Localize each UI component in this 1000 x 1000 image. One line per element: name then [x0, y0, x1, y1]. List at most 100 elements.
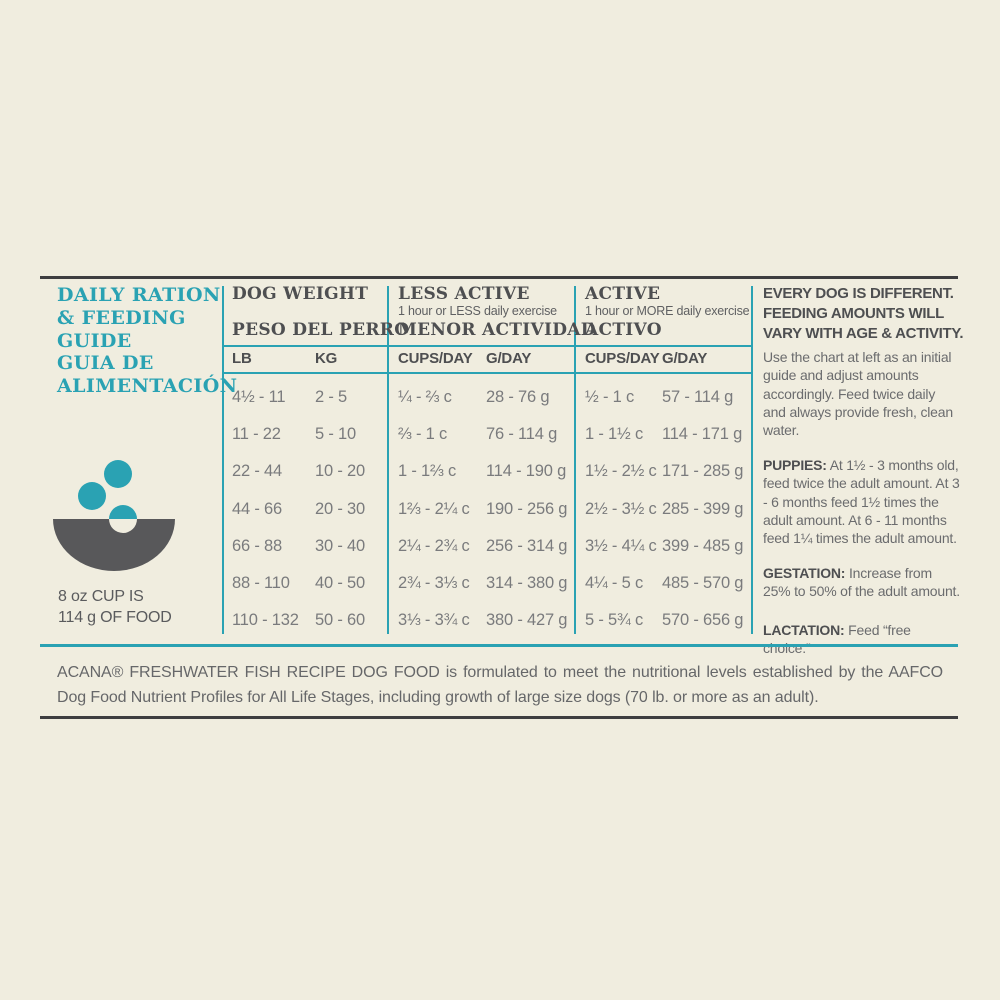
- guide-title-line: GUIDE: [57, 330, 132, 352]
- notes-heading-line: FEEDING AMOUNTS WILL: [763, 305, 944, 322]
- table-horizontal-divider: [222, 372, 753, 374]
- table-cell: 256 - 314 g: [486, 536, 568, 555]
- aafco-statement: ACANA® FRESHWATER FISH RECIPE DOG FOOD i…: [57, 664, 943, 706]
- notes-puppies: PUPPIES: At 1½ - 3 months old, feed twic…: [763, 456, 960, 547]
- table-cell: 114 - 171 g: [662, 425, 743, 444]
- table-cell: 66 - 88: [232, 536, 282, 555]
- notes-gestation: GESTATION: Increase from 25% to 50% of t…: [763, 564, 960, 601]
- cup-note-line: 114 g OF FOOD: [58, 609, 172, 626]
- group-subtitle: 1 hour or MORE daily exercise: [585, 304, 750, 318]
- group-subtitle: 1 hour or LESS daily exercise: [398, 304, 557, 318]
- notes-label: GESTATION:: [763, 565, 846, 581]
- guide-title-line: DAILY RATION: [57, 284, 221, 306]
- table-cell: 399 - 485 g: [662, 536, 744, 555]
- group-title: ACTIVE: [585, 284, 661, 304]
- group-title-es: ACTIVO: [585, 320, 662, 340]
- column-active-cups: ½ - 1 c 1 - 1½ c 1½ - 2½ c 2½ - 3½ c 3½ …: [585, 379, 661, 639]
- column-lb: 4½ - 11 11 - 22 22 - 44 44 - 66 66 - 88 …: [232, 379, 315, 639]
- table-cell: 1 - 1½ c: [585, 425, 644, 444]
- column-header-active-cups: CUPS/DAY: [585, 350, 660, 367]
- column-header-lb: LB: [232, 350, 252, 367]
- table-cell: 5 - 5¾ c: [585, 611, 644, 630]
- table-cell: 114 - 190 g: [486, 462, 567, 481]
- mid-divider: [40, 644, 958, 647]
- guide-title-en: DAILY RATION & FEEDING GUIDE: [57, 284, 221, 353]
- guide-title-line: GUIA DE: [57, 352, 154, 374]
- table-cell: 28 - 76 g: [486, 388, 550, 406]
- table-cell: 314 - 380 g: [486, 573, 568, 592]
- notes-lactation: LACTATION: Feed “free choice.”: [763, 621, 960, 658]
- notes-panel: EVERY DOG IS DIFFERENT. FEEDING AMOUNTS …: [763, 284, 964, 656]
- table-cell: 10 - 20: [315, 462, 365, 481]
- column-less-active-grams: 28 - 76 g 76 - 114 g 114 - 190 g 190 - 2…: [486, 379, 572, 639]
- column-less-active-cups: ¼ - ⅔ c ⅔ - 1 c 1 - 1⅔ c 1⅔ - 2¼ c 2¼ - …: [398, 379, 484, 639]
- table-cell: 110 - 132: [232, 611, 299, 630]
- table-cell: 3½ - 4¼ c: [585, 536, 657, 555]
- group-title-es: PESO DEL PERRO: [232, 320, 410, 340]
- top-divider: [40, 276, 958, 279]
- table-cell: 40 - 50: [315, 573, 365, 592]
- table-cell: 30 - 40: [315, 536, 365, 555]
- table-vertical-divider: [222, 286, 224, 634]
- notes-heading-line: VARY WITH AGE & ACTIVITY.: [763, 325, 964, 342]
- column-kg: 2 - 5 5 - 10 10 - 20 20 - 30 30 - 40 40 …: [315, 379, 385, 639]
- bottom-divider: [40, 716, 958, 719]
- table-cell: 50 - 60: [315, 611, 365, 630]
- kibble-dot: [109, 505, 137, 519]
- table-horizontal-divider: [222, 345, 753, 347]
- table-cell: 4½ - 11: [232, 388, 286, 406]
- table-cell: 285 - 399 g: [662, 499, 744, 518]
- guide-title-line: ALIMENTACIÓN: [57, 375, 238, 397]
- table-cell: 20 - 30: [315, 499, 365, 518]
- table-cell: 11 - 22: [232, 425, 281, 444]
- table-cell: 44 - 66: [232, 499, 282, 518]
- column-header-active-g: G/DAY: [662, 350, 708, 367]
- group-title: LESS ACTIVE: [398, 284, 530, 304]
- table-cell: 190 - 256 g: [486, 499, 568, 518]
- table-cell: 570 - 656 g: [662, 611, 744, 630]
- table-cell: ¼ - ⅔ c: [398, 388, 452, 406]
- group-title-es: MENOR ACTIVIDAD: [398, 320, 596, 340]
- table-vertical-divider: [387, 286, 389, 634]
- table-cell: 2 - 5: [315, 388, 348, 406]
- kibble-dot: [104, 460, 132, 488]
- table-cell: ½ - 1 c: [585, 388, 635, 406]
- column-header-less-cups: CUPS/DAY: [398, 350, 473, 367]
- table-cell: 88 - 110: [232, 573, 290, 592]
- notes-intro: Use the chart at left as an initial guid…: [763, 349, 953, 439]
- table-vertical-divider: [574, 286, 576, 634]
- table-cell: 4¼ - 5 c: [585, 573, 644, 592]
- table-cell: 380 - 427 g: [486, 611, 568, 630]
- table-cell: 76 - 114 g: [486, 425, 558, 444]
- kibble-dot: [78, 482, 106, 510]
- table-cell: 171 - 285 g: [662, 462, 744, 481]
- bowl-shape: [53, 519, 175, 571]
- notes-label: PUPPIES:: [763, 457, 827, 473]
- group-title: DOG WEIGHT: [232, 284, 369, 304]
- kibble-bowl-icon: [53, 460, 175, 571]
- table-vertical-divider: [751, 286, 753, 634]
- table-cell: 1 - 1⅔ c: [398, 462, 457, 481]
- column-active-grams: 57 - 114 g 114 - 171 g 171 - 285 g 285 -…: [662, 379, 750, 639]
- table-cell: ⅔ - 1 c: [398, 425, 448, 444]
- notes-heading-line: EVERY DOG IS DIFFERENT.: [763, 285, 954, 302]
- table-cell: 22 - 44: [232, 462, 282, 481]
- notes-text: At 1½ - 3 months old, feed twice the adu…: [763, 457, 960, 547]
- notes-label: LACTATION:: [763, 622, 845, 638]
- cup-note-line: 8 oz CUP IS: [58, 588, 144, 605]
- table-cell: 2¾ - 3⅓ c: [398, 573, 470, 592]
- notes-heading: EVERY DOG IS DIFFERENT. FEEDING AMOUNTS …: [763, 284, 964, 344]
- table-cell: 485 - 570 g: [662, 573, 744, 592]
- guide-title-line: & FEEDING: [57, 307, 186, 329]
- table-cell: 2½ - 3½ c: [585, 499, 657, 518]
- table-cell: 1½ - 2½ c: [585, 462, 657, 481]
- table-cell: 57 - 114 g: [662, 388, 734, 406]
- column-header-less-g: G/DAY: [486, 350, 532, 367]
- table-cell: 1⅔ - 2¼ c: [398, 499, 470, 518]
- table-cell: 2¼ - 2¾ c: [398, 536, 470, 555]
- cup-note: 8 oz CUP IS 114 g OF FOOD: [58, 586, 172, 628]
- guide-title-es: GUIA DE ALIMENTACIÓN: [57, 352, 237, 398]
- column-header-kg: KG: [315, 350, 338, 367]
- table-cell: 3⅓ - 3¾ c: [398, 611, 470, 630]
